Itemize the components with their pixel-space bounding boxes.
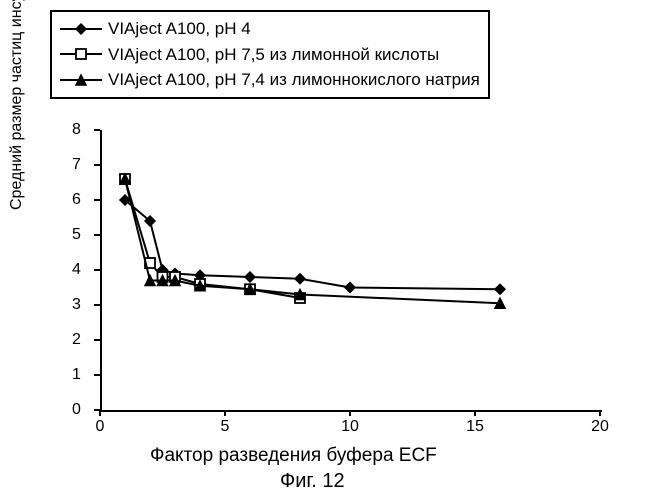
x-tick-label: 10 [341, 418, 359, 436]
x-axis-label: Фактор разведения буфера ECF [150, 445, 437, 467]
y-tick-label: 3 [72, 296, 81, 314]
legend-row: VIAject A100, pH 4 [60, 16, 480, 42]
legend: VIAject A100, pH 4VIAject A100, pH 7,5 и… [50, 10, 490, 99]
legend-row: VIAject A100, pH 7,4 из лимоннокислого н… [60, 67, 480, 93]
y-tick-label: 8 [72, 121, 81, 139]
series-marker-s1 [345, 283, 355, 293]
y-tick-label: 6 [72, 191, 81, 209]
y-tick-label: 2 [72, 331, 81, 349]
x-tick-label: 0 [96, 418, 105, 436]
series-marker-s1 [245, 272, 255, 282]
x-tick-label: 20 [591, 418, 609, 436]
x-tick-label: 15 [466, 418, 484, 436]
series-marker-s1 [495, 284, 505, 294]
plot-svg [100, 130, 600, 410]
legend-label: VIAject A100, pH 7,4 из лимоннокислого н… [108, 67, 480, 93]
y-tick-label: 7 [72, 156, 81, 174]
y-tick-label: 0 [72, 401, 81, 419]
legend-row: VIAject A100, pH 7,5 из лимонной кислоты [60, 42, 480, 68]
series-marker-s1 [295, 274, 305, 284]
y-tick-label: 5 [72, 226, 81, 244]
legend-marker-icon [60, 20, 102, 38]
series-line-s3 [125, 179, 500, 303]
y-tick-label: 1 [72, 366, 81, 384]
figure-caption: Фиг. 12 [280, 470, 345, 493]
y-tick-label: 4 [72, 261, 81, 279]
chart-container: Средний размер частиц инсулина (нм) VIAj… [0, 0, 661, 500]
y-axis-label: Средний размер частиц инсулина (нм) [8, 0, 26, 210]
legend-marker-icon [60, 45, 102, 63]
legend-marker-icon [60, 71, 102, 89]
plot-area: 01234567805101520 [100, 130, 600, 410]
legend-label: VIAject A100, pH 4 [108, 16, 251, 42]
x-tick-label: 5 [221, 418, 230, 436]
legend-label: VIAject A100, pH 7,5 из лимонной кислоты [108, 42, 439, 68]
series-line-s1 [125, 200, 500, 289]
